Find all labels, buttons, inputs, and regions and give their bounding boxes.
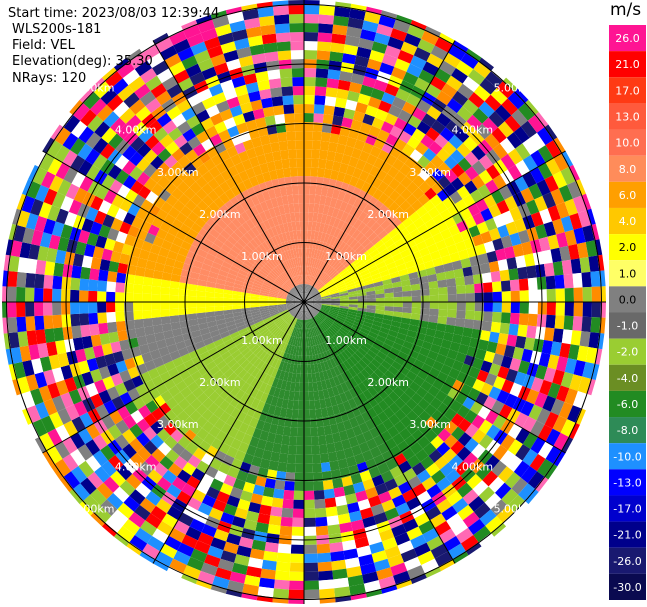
range-ring-label: 2.00km: [367, 208, 409, 221]
range-ring-label: 5.00km: [73, 502, 115, 515]
range-ring-label: 3.00km: [409, 166, 451, 179]
range-ring-label: 3.00km: [409, 418, 451, 431]
range-ring-label: 2.00km: [199, 376, 241, 389]
field-label: Field: VEL: [12, 38, 75, 53]
ppi-rays: [2, 0, 606, 604]
range-ring-label: 5.00km: [494, 502, 536, 515]
range-ring-label: 4.00km: [452, 124, 494, 137]
range-ring-label: 4.00km: [452, 460, 494, 473]
elevation-label: Elevation(deg): 35.30: [12, 54, 153, 69]
range-ring-label: 4.00km: [115, 460, 157, 473]
colorbar-unit: m/s: [610, 0, 642, 20]
range-ring-label: 2.00km: [367, 376, 409, 389]
range-ring-label: 5.00km: [494, 82, 536, 95]
range-ring-label: 3.00km: [157, 418, 199, 431]
range-ring-label: 2.00km: [199, 208, 241, 221]
start-time-label: Start time: 2023/08/03 12:39:44: [8, 6, 220, 21]
range-ring-label: 1.00km: [241, 334, 283, 347]
range-ring-label: 1.00km: [325, 334, 367, 347]
nrays-label: NRays: 120: [12, 71, 87, 86]
range-ring-label: 1.00km: [241, 250, 283, 263]
range-ring-label: 5.00km: [73, 82, 115, 95]
range-ring-label: 1.00km: [325, 250, 367, 263]
range-ring-label: 4.00km: [115, 124, 157, 137]
range-rings: 1.00km 1.00km 1.00km 1.00km 2.00km 2.00km 2.00…: [2, 0, 606, 604]
instrument-label: WLS200s-181: [12, 22, 102, 37]
range-ring-label: 3.00km: [157, 166, 199, 179]
